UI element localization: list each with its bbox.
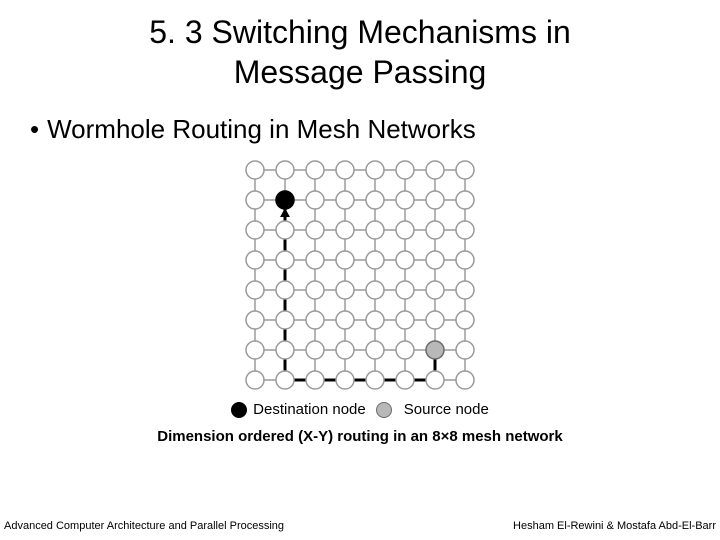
- mesh-node: [306, 221, 324, 239]
- mesh-node: [276, 341, 294, 359]
- mesh-node: [396, 191, 414, 209]
- mesh-node: [396, 311, 414, 329]
- mesh-node: [276, 161, 294, 179]
- mesh-node: [306, 371, 324, 389]
- mesh-node: [366, 251, 384, 269]
- bullet-item: • Wormhole Routing in Mesh Networks: [0, 114, 720, 145]
- mesh-node: [456, 281, 474, 299]
- mesh-node: [276, 371, 294, 389]
- mesh-node: [366, 371, 384, 389]
- mesh-node: [456, 371, 474, 389]
- footer: Advanced Computer Architecture and Paral…: [0, 520, 720, 532]
- mesh-node: [246, 311, 264, 329]
- destination-label: Destination node: [253, 401, 366, 418]
- mesh-node: [306, 281, 324, 299]
- mesh-node: [366, 221, 384, 239]
- footer-left: Advanced Computer Architecture and Paral…: [4, 520, 284, 532]
- mesh-node: [246, 281, 264, 299]
- mesh-node: [336, 191, 354, 209]
- mesh-node: [336, 371, 354, 389]
- mesh-node: [306, 311, 324, 329]
- mesh-node: [396, 251, 414, 269]
- mesh-node: [426, 161, 444, 179]
- legend: Destination node Source node: [0, 401, 720, 418]
- destination-swatch: [231, 402, 247, 418]
- mesh-node: [456, 161, 474, 179]
- mesh-node: [426, 251, 444, 269]
- bullet-marker: •: [30, 116, 39, 142]
- mesh-node: [246, 251, 264, 269]
- diagram-caption: Dimension ordered (X-Y) routing in an 8×…: [0, 428, 720, 445]
- mesh-node: [276, 311, 294, 329]
- mesh-node: [276, 281, 294, 299]
- mesh-node: [336, 341, 354, 359]
- mesh-node: [366, 161, 384, 179]
- mesh-node: [246, 221, 264, 239]
- mesh-node: [246, 341, 264, 359]
- title-line-1: 5. 3 Switching Mechanisms in: [149, 14, 571, 50]
- mesh-node: [396, 161, 414, 179]
- mesh-node: [426, 191, 444, 209]
- source-label: Source node: [404, 401, 489, 418]
- mesh-diagram: [242, 157, 478, 393]
- source-swatch: [376, 402, 392, 418]
- mesh-node: [306, 251, 324, 269]
- mesh-node: [396, 341, 414, 359]
- mesh-node: [336, 161, 354, 179]
- mesh-node: [246, 371, 264, 389]
- mesh-node: [396, 371, 414, 389]
- mesh-node: [396, 281, 414, 299]
- mesh-node: [456, 191, 474, 209]
- mesh-node: [246, 191, 264, 209]
- mesh-node: [366, 311, 384, 329]
- destination-node: [276, 191, 294, 209]
- mesh-node: [366, 281, 384, 299]
- mesh-node: [456, 221, 474, 239]
- mesh-node: [276, 221, 294, 239]
- mesh-node: [246, 161, 264, 179]
- mesh-node: [306, 341, 324, 359]
- footer-right: Hesham El-Rewini & Mostafa Abd-El-Barr: [513, 520, 716, 532]
- title-line-2: Message Passing: [234, 54, 487, 90]
- mesh-node: [456, 251, 474, 269]
- mesh-node: [426, 371, 444, 389]
- mesh-node: [306, 161, 324, 179]
- mesh-node: [426, 221, 444, 239]
- mesh-node: [366, 341, 384, 359]
- bullet-text: Wormhole Routing in Mesh Networks: [47, 114, 476, 145]
- mesh-node: [276, 251, 294, 269]
- mesh-node: [336, 311, 354, 329]
- mesh-node: [336, 251, 354, 269]
- mesh-node: [426, 311, 444, 329]
- source-node: [426, 341, 444, 359]
- mesh-node: [456, 341, 474, 359]
- mesh-node: [336, 281, 354, 299]
- mesh-node: [426, 281, 444, 299]
- page-title: 5. 3 Switching Mechanisms in Message Pas…: [0, 0, 720, 92]
- mesh-node: [396, 221, 414, 239]
- mesh-diagram-container: [0, 157, 720, 393]
- mesh-node: [366, 191, 384, 209]
- mesh-node: [456, 311, 474, 329]
- mesh-node: [336, 221, 354, 239]
- mesh-node: [306, 191, 324, 209]
